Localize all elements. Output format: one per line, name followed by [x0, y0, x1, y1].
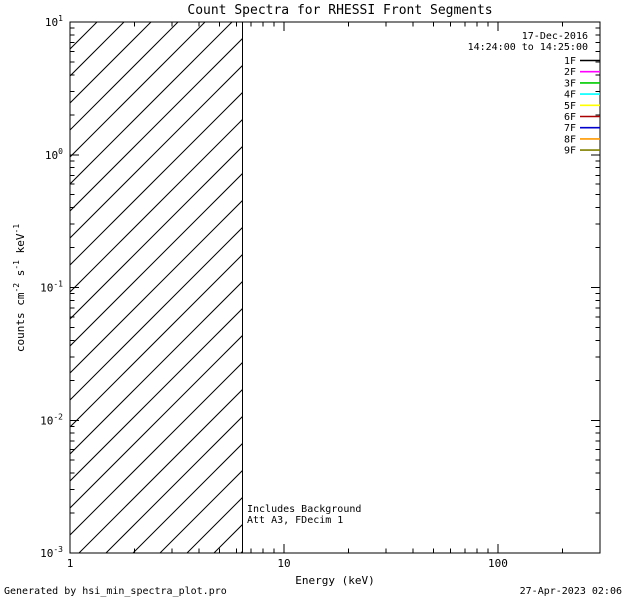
legend-label-3f: 3F	[564, 78, 576, 89]
plot-frame	[69, 21, 601, 554]
footer-right: 27-Apr-2023 02:06	[520, 586, 622, 597]
legend-label-8f: 8F	[564, 134, 576, 145]
chart-title: Count Spectra for RHESSI Front Segments	[187, 3, 492, 18]
legend-date: 17-Dec-2016	[522, 31, 588, 42]
x-axis-title: Energy (keV)	[295, 574, 374, 587]
axes: 1 10 100 10-3 10-2 10-1 100 101 counts cm-2 s-1 …	[12, 14, 601, 570]
y-tick-label: 100	[45, 147, 63, 162]
y-axis-title: counts cm-2 s-1 keV-1	[12, 224, 27, 352]
legend-label-5f: 5F	[564, 101, 576, 112]
legend-label-1f: 1F	[564, 56, 576, 67]
y-tick-label: 101	[45, 14, 63, 29]
legend-label-6f: 6F	[564, 112, 576, 123]
legend-time: 14:24:00 to 14:25:00	[468, 42, 588, 53]
y-tick-label: 10-3	[40, 545, 63, 560]
annotation-attenuator: Att A3, FDecim 1	[247, 515, 343, 526]
x-tick-label: 10	[277, 557, 290, 570]
y-tick-label: 10-1	[40, 280, 63, 295]
hatch-lines	[70, 22, 243, 553]
x-tick-label: 1	[67, 557, 74, 570]
legend-label-9f: 9F	[564, 146, 576, 157]
legend-label-7f: 7F	[564, 123, 576, 134]
footer-left: Generated by hsi_min_spectra_plot.pro	[4, 586, 227, 597]
legend-label-2f: 2F	[564, 67, 576, 78]
y-tick-label: 10-2	[40, 412, 63, 427]
x-tick-label: 100	[488, 557, 508, 570]
hatch-region	[70, 22, 243, 553]
legend-label-4f: 4F	[564, 90, 576, 101]
annotation-background: Includes Background	[247, 504, 361, 515]
